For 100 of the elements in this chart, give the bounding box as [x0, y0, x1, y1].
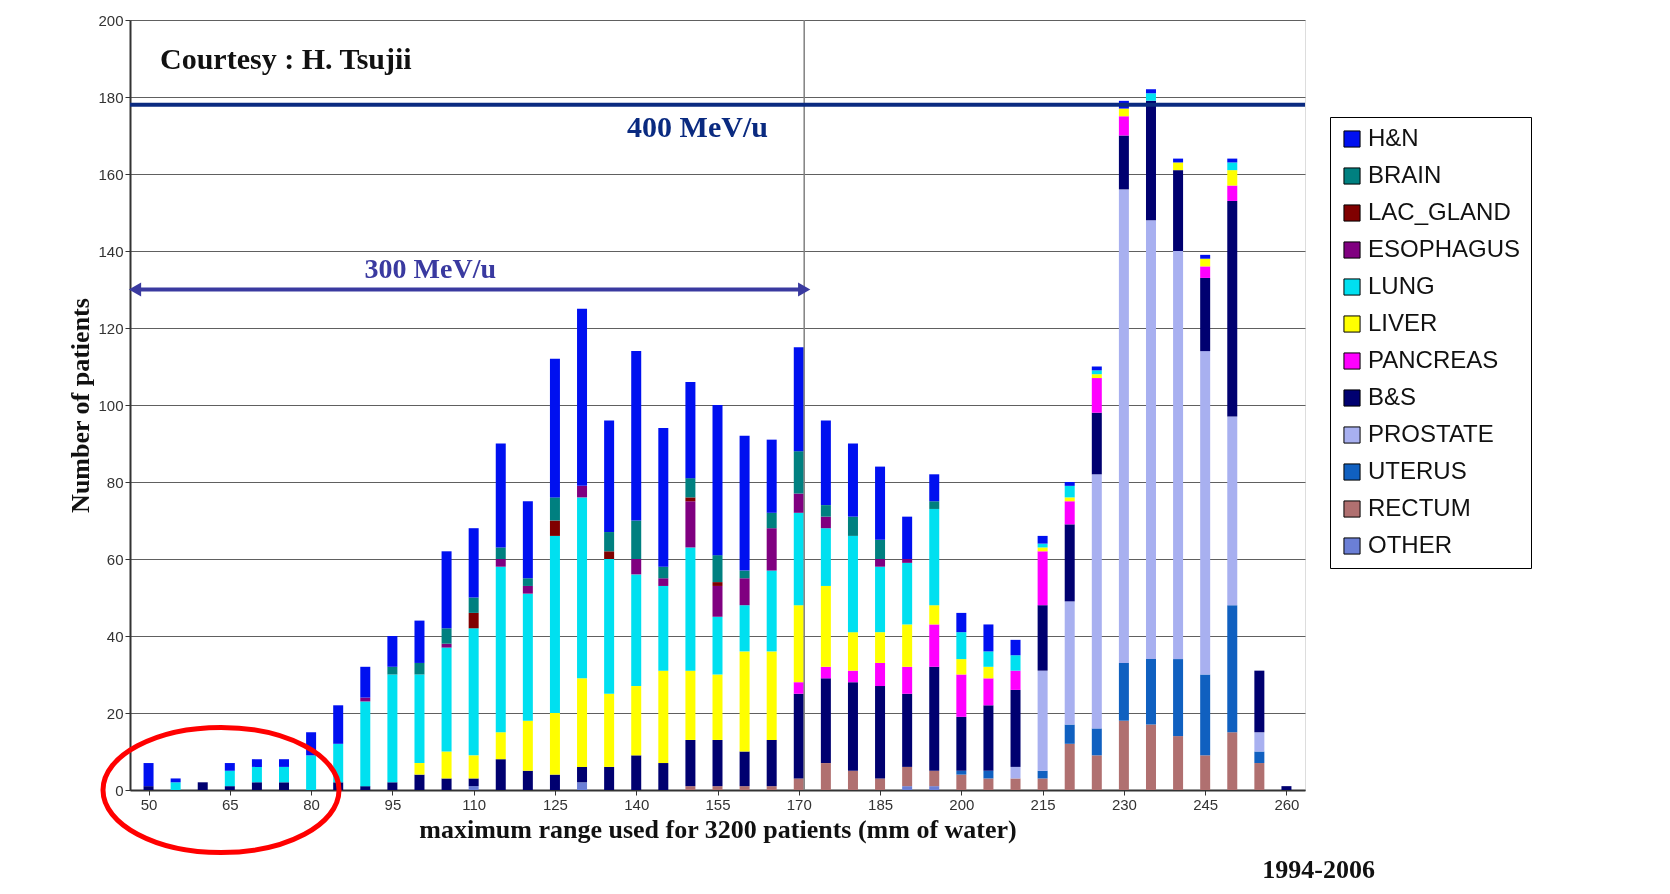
bar — [1200, 755, 1211, 790]
bar — [902, 559, 913, 563]
bar — [1010, 655, 1021, 671]
x-tick-label: 125 — [542, 795, 568, 813]
bar — [577, 678, 588, 767]
bar — [793, 682, 804, 694]
bar — [820, 666, 831, 679]
bar — [631, 574, 642, 687]
bar — [983, 705, 994, 771]
bar — [983, 770, 994, 779]
bar — [1064, 724, 1075, 744]
bar — [1227, 732, 1238, 790]
bar — [739, 786, 750, 790]
legend-label: LIVER — [1368, 309, 1438, 336]
bar — [604, 693, 615, 767]
legend-label: LAC_GLAND — [1368, 198, 1511, 225]
bar — [1118, 189, 1129, 663]
bar — [251, 766, 262, 783]
bar — [1118, 108, 1129, 117]
bar — [170, 778, 181, 783]
bar — [1227, 185, 1238, 201]
bar — [902, 766, 913, 787]
bar — [1145, 100, 1156, 221]
bar — [1254, 763, 1265, 790]
bar — [1010, 689, 1021, 767]
bar — [441, 778, 452, 790]
bar — [387, 666, 398, 675]
bar — [279, 759, 290, 767]
bar — [1037, 670, 1048, 771]
bar — [495, 559, 506, 567]
bar — [1281, 786, 1292, 790]
bar — [251, 782, 262, 790]
bar — [1200, 351, 1211, 675]
bar — [197, 782, 208, 790]
bar — [306, 755, 317, 790]
bar — [1227, 200, 1238, 417]
bar — [875, 539, 886, 559]
bar — [522, 501, 533, 579]
y-tick-label: 140 — [98, 242, 124, 260]
bar — [766, 512, 777, 529]
bar — [766, 439, 777, 513]
bar — [1091, 755, 1102, 790]
bar — [468, 597, 479, 613]
bar — [1145, 659, 1156, 725]
bar — [549, 358, 560, 498]
bar — [468, 628, 479, 756]
bar — [902, 693, 913, 767]
x-tick-label: 230 — [1111, 795, 1137, 813]
bar — [387, 636, 398, 667]
bar — [902, 562, 913, 625]
bar — [1200, 258, 1211, 267]
bar — [739, 751, 750, 787]
legend-label: UTERUS — [1368, 457, 1467, 484]
bar — [658, 670, 669, 764]
bar — [766, 570, 777, 652]
bar — [1227, 605, 1238, 733]
bar — [820, 585, 831, 667]
x-axis-title: maximum range used for 3200 patients (mm of water) — [419, 814, 1017, 844]
x-tick-label: 215 — [1030, 795, 1056, 813]
legend-label: B&S — [1368, 383, 1417, 410]
annotation: 300 MeV/u — [364, 252, 497, 284]
bar — [1173, 162, 1184, 171]
bar — [1200, 266, 1211, 278]
bar — [766, 739, 777, 787]
bar — [875, 559, 886, 567]
bar — [820, 516, 831, 529]
bar — [956, 612, 967, 633]
bar — [875, 566, 886, 633]
bar — [685, 739, 696, 787]
bar — [224, 770, 235, 787]
bar — [143, 763, 154, 787]
bar — [1118, 720, 1129, 790]
bar — [1037, 778, 1048, 790]
bar — [522, 585, 533, 594]
bar — [414, 763, 425, 775]
bar — [1091, 378, 1102, 413]
bar — [929, 666, 940, 771]
bar — [631, 686, 642, 756]
bar — [1010, 670, 1021, 690]
bar — [685, 547, 696, 671]
bar — [549, 713, 560, 775]
bar — [468, 528, 479, 598]
legend-label: LUNG — [1368, 272, 1435, 299]
bar — [441, 551, 452, 629]
bar — [387, 782, 398, 790]
bar — [1064, 501, 1075, 525]
bar — [956, 674, 967, 717]
y-tick-label: 0 — [115, 781, 124, 799]
bar — [847, 670, 858, 683]
bar — [441, 647, 452, 752]
y-tick-label: 40 — [106, 627, 124, 645]
bar — [793, 512, 804, 606]
y-tick-label: 20 — [106, 704, 124, 722]
bar — [875, 632, 886, 663]
bar — [577, 497, 588, 679]
bar — [820, 505, 831, 517]
bar — [766, 651, 777, 740]
x-tick-label: 245 — [1193, 795, 1219, 813]
bar — [1091, 474, 1102, 729]
bar — [631, 755, 642, 790]
